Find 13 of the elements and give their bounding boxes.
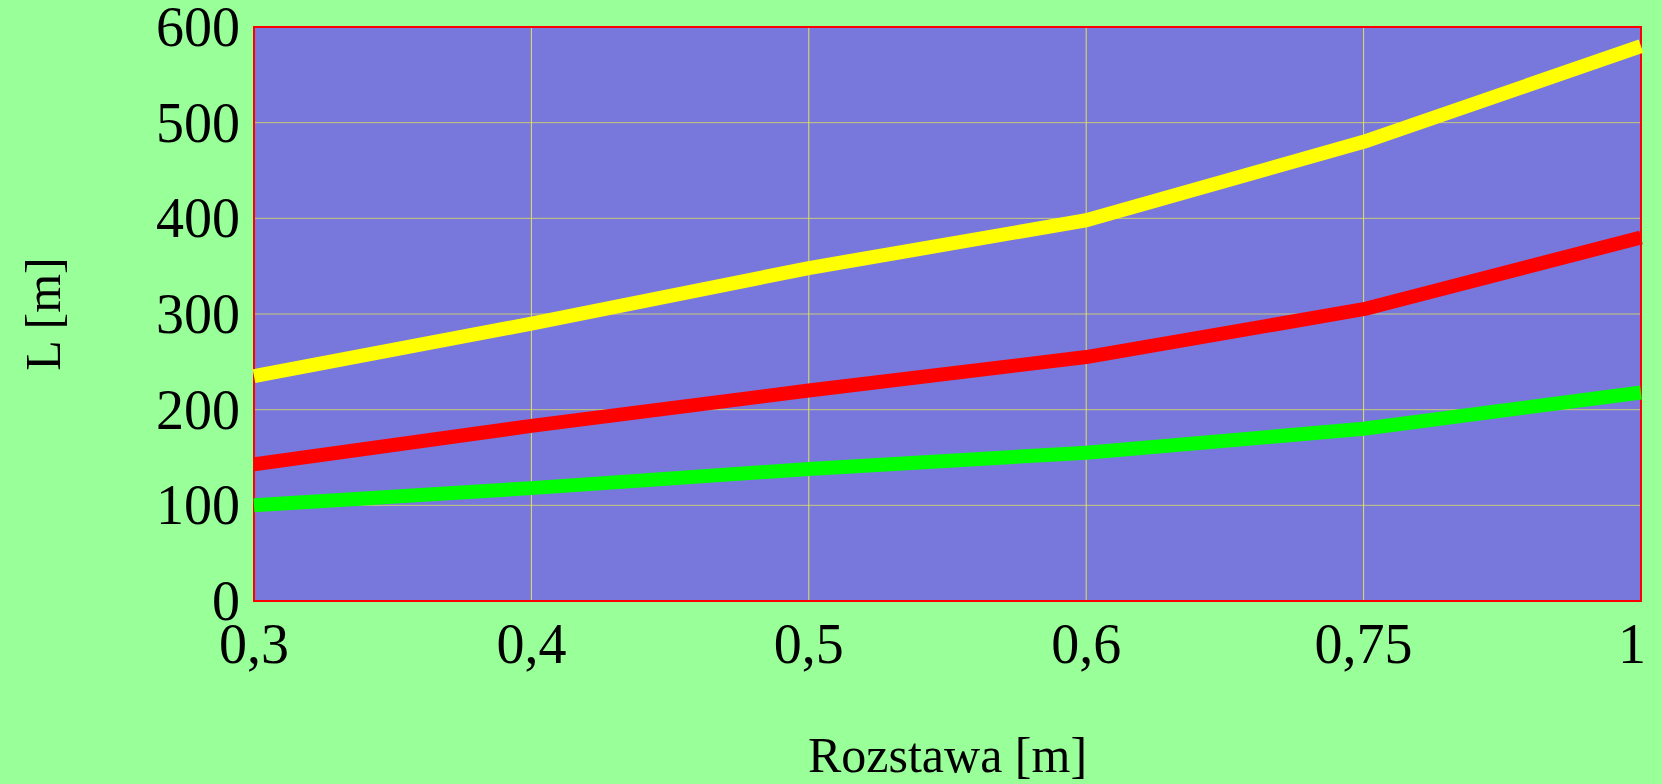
x-axis-title: Rozstawa [m] — [807, 727, 1088, 783]
y-axis-title: L [m] — [15, 257, 71, 371]
x-tick-label: 1 — [1618, 613, 1646, 675]
y-tick-label: 400 — [156, 187, 240, 250]
y-tick-label: 300 — [156, 283, 240, 345]
y-tick-label: 500 — [156, 91, 240, 154]
y-tick-label: 100 — [156, 474, 240, 537]
x-tick-label: 0,75 — [1314, 613, 1413, 675]
y-tick-label: 200 — [156, 378, 240, 441]
x-tick-label: 0,5 — [773, 613, 844, 675]
x-tick-label: 0,6 — [1051, 613, 1122, 675]
y-tick-label: 600 — [156, 0, 240, 58]
x-tick-label: 0,4 — [496, 613, 567, 675]
